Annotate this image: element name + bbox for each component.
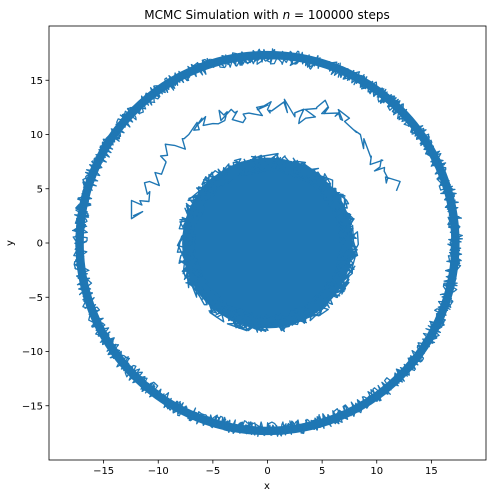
transition-path-trace	[130, 98, 401, 220]
chart-title: MCMC Simulation with n = 100000 steps	[144, 8, 389, 22]
y-tick-label: −15	[22, 401, 43, 412]
y-tick-label: −10	[22, 347, 43, 358]
y-axis-ticks: −15 −10 −5 0 5 10 15	[22, 76, 49, 412]
chart-title-prefix: MCMC Simulation with	[144, 8, 282, 22]
y-tick-label: 0	[37, 239, 43, 250]
x-tick-label: −10	[148, 466, 169, 477]
x-tick-label: 5	[319, 466, 325, 477]
chart-title-variable: n	[283, 8, 291, 22]
y-axis-label: y	[5, 240, 16, 246]
x-tick-label: −5	[206, 466, 221, 477]
x-axis-label: x	[264, 481, 270, 492]
inner-disk-trace	[176, 152, 359, 333]
chart-title-suffix: = 100000 steps	[290, 8, 390, 22]
y-tick-label: 15	[30, 76, 43, 87]
x-tick-label: 15	[425, 466, 438, 477]
x-tick-label: −15	[93, 466, 114, 477]
inner-disk-core	[182, 157, 353, 329]
outer-ring-trace	[71, 48, 463, 437]
plot-area	[71, 48, 463, 437]
y-tick-label: −5	[28, 293, 43, 304]
x-axis-ticks: −15 −10 −5 0 5 10 15	[93, 460, 438, 477]
y-tick-label: 10	[30, 130, 43, 141]
x-tick-label: 0	[264, 466, 270, 477]
y-tick-label: 5	[37, 184, 43, 195]
x-tick-label: 10	[370, 466, 383, 477]
